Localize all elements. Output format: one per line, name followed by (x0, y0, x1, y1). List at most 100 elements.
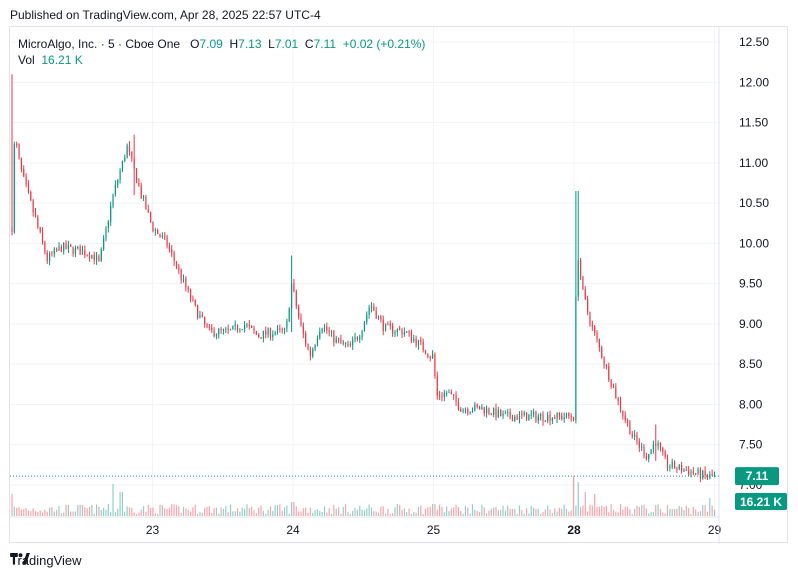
volume-bar (380, 506, 382, 516)
volume-bar (91, 504, 93, 516)
volume-bar (488, 510, 490, 516)
candle-body (413, 338, 415, 341)
candle-body (44, 242, 46, 253)
volume-bar (345, 504, 347, 516)
volume-bar (610, 504, 612, 516)
candle-body (469, 411, 471, 413)
volume-bar (251, 506, 253, 516)
candle-body (471, 410, 474, 412)
volume-bar (359, 505, 361, 516)
candle-body (521, 413, 523, 415)
candle-body (706, 475, 709, 478)
candle-body (591, 324, 593, 327)
candle-body (584, 289, 586, 300)
volume-bar (478, 511, 481, 516)
candle-body (370, 306, 373, 308)
volume-bar (664, 513, 666, 516)
candle-body (657, 443, 659, 446)
volume-bar (568, 511, 570, 516)
volume-bar (192, 507, 194, 516)
volume-bar (547, 505, 549, 516)
candle-body (681, 464, 683, 472)
candle-body (323, 326, 326, 329)
volume-bar (112, 484, 114, 516)
high-label: H (229, 37, 239, 51)
candle-body (704, 470, 706, 476)
volume-bar (189, 511, 192, 516)
candle-body (420, 339, 422, 342)
candle-body (577, 259, 579, 297)
volume-bar (173, 504, 175, 516)
volume-bar (347, 511, 349, 516)
volume-bar (504, 510, 506, 516)
candle-body (507, 412, 509, 414)
candle-body (518, 413, 521, 420)
chart-frame[interactable]: 7.007.508.008.509.009.5010.0010.5011.001… (9, 26, 789, 544)
candle-body (74, 247, 77, 254)
candle-body (105, 227, 107, 238)
candle-body (476, 404, 478, 407)
volume-bar (269, 506, 272, 516)
candle-body (450, 392, 452, 395)
volume-bar (565, 508, 568, 516)
candle-body (316, 338, 319, 345)
volume-bar (373, 511, 375, 516)
volume-bar (27, 510, 30, 516)
volume-bar (20, 509, 22, 516)
volume-bar (422, 513, 424, 516)
volume-bar (222, 508, 225, 516)
volume-bar (699, 511, 702, 516)
volume-bar (556, 511, 558, 516)
volume-bar (41, 512, 44, 516)
volume-bar (79, 504, 81, 516)
price-chart[interactable]: 7.007.508.008.509.009.5010.0010.5011.001… (10, 27, 789, 544)
volume-bar (434, 504, 436, 516)
candle-body (70, 245, 72, 247)
candle-body (110, 205, 112, 222)
candle-body (394, 332, 396, 334)
candle-body (688, 470, 690, 475)
candle-body (345, 342, 347, 345)
candle-body (276, 328, 279, 333)
volume-bar (375, 511, 377, 516)
volume-bar (260, 505, 262, 516)
candle-body (269, 328, 272, 337)
candle-body (260, 337, 262, 339)
candle-body (603, 357, 605, 365)
volume-bar (410, 513, 413, 516)
candle-body (20, 157, 22, 170)
volume-bar (105, 509, 107, 516)
tradingview-brand[interactable]: TradingView (10, 553, 82, 568)
candle-body (439, 395, 441, 397)
volume-bar (67, 504, 69, 516)
volume-bar (159, 504, 161, 516)
candle-body (380, 316, 382, 320)
candle-body (23, 169, 25, 177)
volume-bar (18, 506, 20, 516)
candle-body (265, 330, 267, 335)
volume-bar (140, 509, 142, 516)
close-label: C (304, 37, 314, 51)
volume-bar (502, 505, 504, 516)
volume-bar (666, 505, 669, 516)
y-tick-label: 7.50 (739, 438, 763, 452)
candle-body (666, 456, 669, 468)
volume-bar (579, 507, 582, 516)
candle-body (645, 456, 647, 460)
volume-bar (88, 506, 91, 516)
candle-body (669, 466, 671, 468)
volume-bar (225, 506, 227, 516)
candle-body (241, 329, 243, 331)
candle-body (142, 196, 145, 198)
candle-body (467, 409, 469, 413)
y-tick-label: 11.00 (739, 156, 768, 170)
candle-body (434, 354, 436, 376)
volume-bar (448, 511, 450, 516)
y-tick-label: 8.50 (739, 357, 763, 371)
candle-body (222, 329, 225, 331)
volume-bar (63, 512, 65, 516)
volume-bar (335, 508, 337, 516)
volume-bar (678, 505, 680, 516)
candle-body (326, 326, 328, 331)
volume-bar (330, 513, 333, 516)
